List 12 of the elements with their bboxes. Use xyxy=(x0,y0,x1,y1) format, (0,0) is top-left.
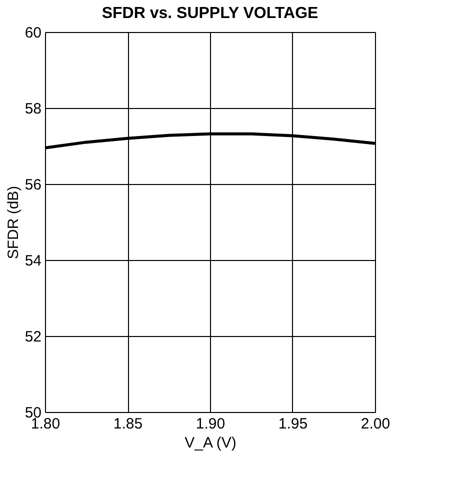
y-tick-label: 54 xyxy=(24,252,42,270)
y-tick-label: 56 xyxy=(24,176,42,194)
y-tick-label: 52 xyxy=(24,328,42,346)
y-tick-label: 60 xyxy=(24,24,42,42)
x-axis-title: V_A (V) xyxy=(184,434,236,452)
y-tick-label: 58 xyxy=(24,100,42,118)
x-tick-label: 2.00 xyxy=(360,416,390,432)
x-tick-label: 1.90 xyxy=(196,416,226,432)
chart-title: SFDR vs. SUPPLY VOLTAGE xyxy=(102,5,318,22)
y-axis-title: SFDR (dB) xyxy=(4,186,22,260)
x-tick-label: 1.95 xyxy=(278,416,308,432)
x-tick-label: 1.85 xyxy=(113,416,143,432)
